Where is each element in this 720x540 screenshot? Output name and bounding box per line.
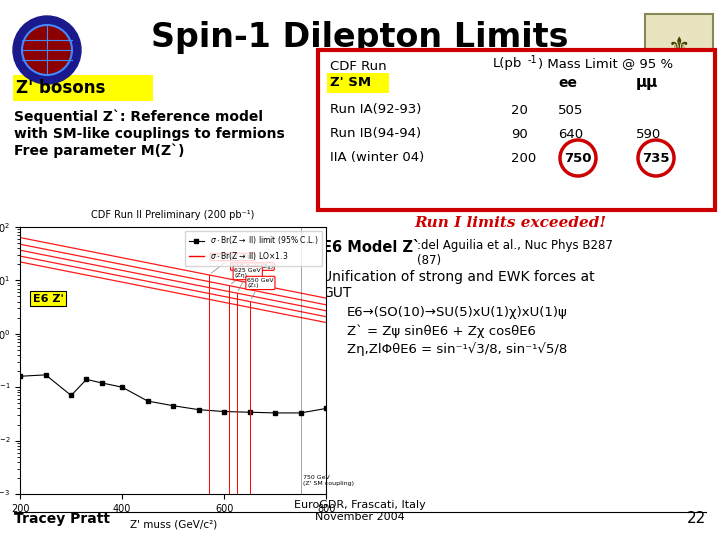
- Text: Run IA(92-93): Run IA(92-93): [330, 104, 421, 117]
- Text: Z' SM: Z' SM: [330, 77, 371, 90]
- Text: ) Mass Limit @ 95 %: ) Mass Limit @ 95 %: [538, 57, 673, 71]
- Bar: [318, 50, 715, 210]
- Text: 20: 20: [511, 104, 528, 117]
- Text: Unification of strong and EWK forces at: Unification of strong and EWK forces at: [322, 270, 595, 284]
- $\sigma\cdot$Br(Z$\to$ ll) limit (95% C.L.): [168, 402, 177, 409]
- Text: L(pb: L(pb: [493, 57, 523, 71]
- Text: -1: -1: [528, 55, 538, 65]
- Text: ee: ee: [558, 76, 577, 90]
- Text: EuroGDR, Frascati, Italy
November 2004: EuroGDR, Frascati, Italy November 2004: [294, 501, 426, 522]
- Text: 90: 90: [511, 127, 528, 140]
- Circle shape: [638, 140, 674, 176]
- $\sigma\cdot$Br(Z$\to$ ll) limit (95% C.L.): [194, 407, 203, 413]
- Ellipse shape: [22, 25, 72, 75]
- Text: 650 GeV
(Z₁): 650 GeV (Z₁): [247, 278, 274, 299]
- Text: 735: 735: [642, 152, 670, 165]
- Text: Sequential Z`: Reference model: Sequential Z`: Reference model: [14, 110, 263, 125]
- Text: ⚜: ⚜: [668, 36, 690, 60]
- Text: 750 GeV
(Z' SM coupling): 750 GeV (Z' SM coupling): [303, 476, 354, 487]
- Text: E6→(SO(10)→SU(5)xU(1)χ)xU(1)ψ: E6→(SO(10)→SU(5)xU(1)χ)xU(1)ψ: [347, 306, 568, 319]
- Text: Zη,ZlΦθE6 = sin⁻¹√3/8, sin⁻¹√5/8: Zη,ZlΦθE6 = sin⁻¹√3/8, sin⁻¹√5/8: [347, 342, 567, 356]
- Text: Z' bosons: Z' bosons: [16, 79, 105, 97]
- $\sigma\cdot$Br(Z$\to$ ll) limit (95% C.L.): [67, 392, 76, 399]
- Text: (87): (87): [417, 254, 441, 267]
- $\sigma\cdot$Br(Z$\to$ ll) limit (95% C.L.): [41, 372, 50, 378]
- Text: CDF Run: CDF Run: [330, 59, 387, 72]
- Text: 640: 640: [558, 127, 583, 140]
- Circle shape: [560, 140, 596, 176]
- Text: 505: 505: [558, 104, 583, 117]
- X-axis label: Z' muss (GeV/c²): Z' muss (GeV/c²): [130, 519, 217, 529]
- Text: Run I limits exceeded!: Run I limits exceeded!: [414, 216, 606, 230]
- $\sigma\cdot$Br(Z$\to$ ll) limit (95% C.L.): [297, 410, 305, 416]
- FancyBboxPatch shape: [13, 75, 153, 101]
- Text: E6 Z': E6 Z': [33, 294, 63, 303]
- $\sigma\cdot$Br(Z$\to$ ll) limit (95% C.L.): [143, 398, 152, 404]
- Text: 590: 590: [636, 127, 661, 140]
- Text: Z` = Zψ sinθE6 + Zχ cosθE6: Z` = Zψ sinθE6 + Zχ cosθE6: [347, 324, 536, 338]
- Title: CDF Run II Preliminary (200 pb⁻¹): CDF Run II Preliminary (200 pb⁻¹): [91, 211, 255, 220]
- Text: :del Aguilia et al., Nuc Phys B287: :del Aguilia et al., Nuc Phys B287: [417, 239, 613, 252]
- $\sigma\cdot$Br(Z$\to$ ll) limit (95% C.L.): [16, 373, 24, 380]
- $\sigma\cdot$Br(Z$\to$ ll) limit (95% C.L.): [97, 380, 106, 386]
- Text: μμ: μμ: [636, 76, 658, 91]
- $\sigma\cdot$Br(Z$\to$ ll) limit (95% C.L.): [246, 409, 254, 415]
- Text: Spin-1 Dilepton Limits: Spin-1 Dilepton Limits: [151, 21, 569, 53]
- FancyBboxPatch shape: [327, 73, 389, 93]
- Text: GUT: GUT: [322, 286, 351, 300]
- Ellipse shape: [13, 16, 81, 84]
- $\sigma\cdot$Br(Z$\to$ ll) limit (95% C.L.): [220, 408, 228, 415]
- Text: 22: 22: [687, 511, 706, 526]
- Text: 570 GeV (Zψ): 570 GeV (Zψ): [211, 254, 253, 273]
- $\sigma\cdot$Br(Z$\to$ ll) limit (95% C.L.): [322, 405, 330, 411]
- Text: with SM-like couplings to fermions: with SM-like couplings to fermions: [14, 127, 284, 141]
- $\sigma\cdot$Br(Z$\to$ ll) limit (95% C.L.): [82, 376, 91, 383]
- Text: 750: 750: [564, 152, 592, 165]
- $\sigma\cdot$Br(Z$\to$ ll) limit (95% C.L.): [271, 410, 279, 416]
- Text: E6 Model Z`: E6 Model Z`: [322, 240, 420, 255]
- Legend: $\sigma\cdot$Br(Z$\to$ ll) limit (95% C.L.), $\sigma\cdot$Br(Z$\to$ ll) LO$\time: $\sigma\cdot$Br(Z$\to$ ll) limit (95% C.…: [185, 231, 323, 266]
- $\sigma\cdot$Br(Z$\to$ ll) limit (95% C.L.): [118, 384, 127, 390]
- Text: IIA (winter 04): IIA (winter 04): [330, 152, 424, 165]
- Text: Tracey Pratt: Tracey Pratt: [14, 512, 110, 526]
- Text: Free parameter M(Z`): Free parameter M(Z`): [14, 144, 184, 159]
- Line: $\sigma\cdot$Br(Z$\to$ ll) limit (95% C.L.): $\sigma\cdot$Br(Z$\to$ ll) limit (95% C.…: [19, 373, 328, 415]
- Text: 625 GeV
(Zη): 625 GeV (Zη): [234, 268, 261, 291]
- Text: 200: 200: [511, 152, 536, 165]
- Text: 610 GeV (Zχ): 610 GeV (Zχ): [231, 264, 273, 284]
- Text: Run IB(94-94): Run IB(94-94): [330, 127, 421, 140]
- FancyBboxPatch shape: [645, 14, 713, 82]
